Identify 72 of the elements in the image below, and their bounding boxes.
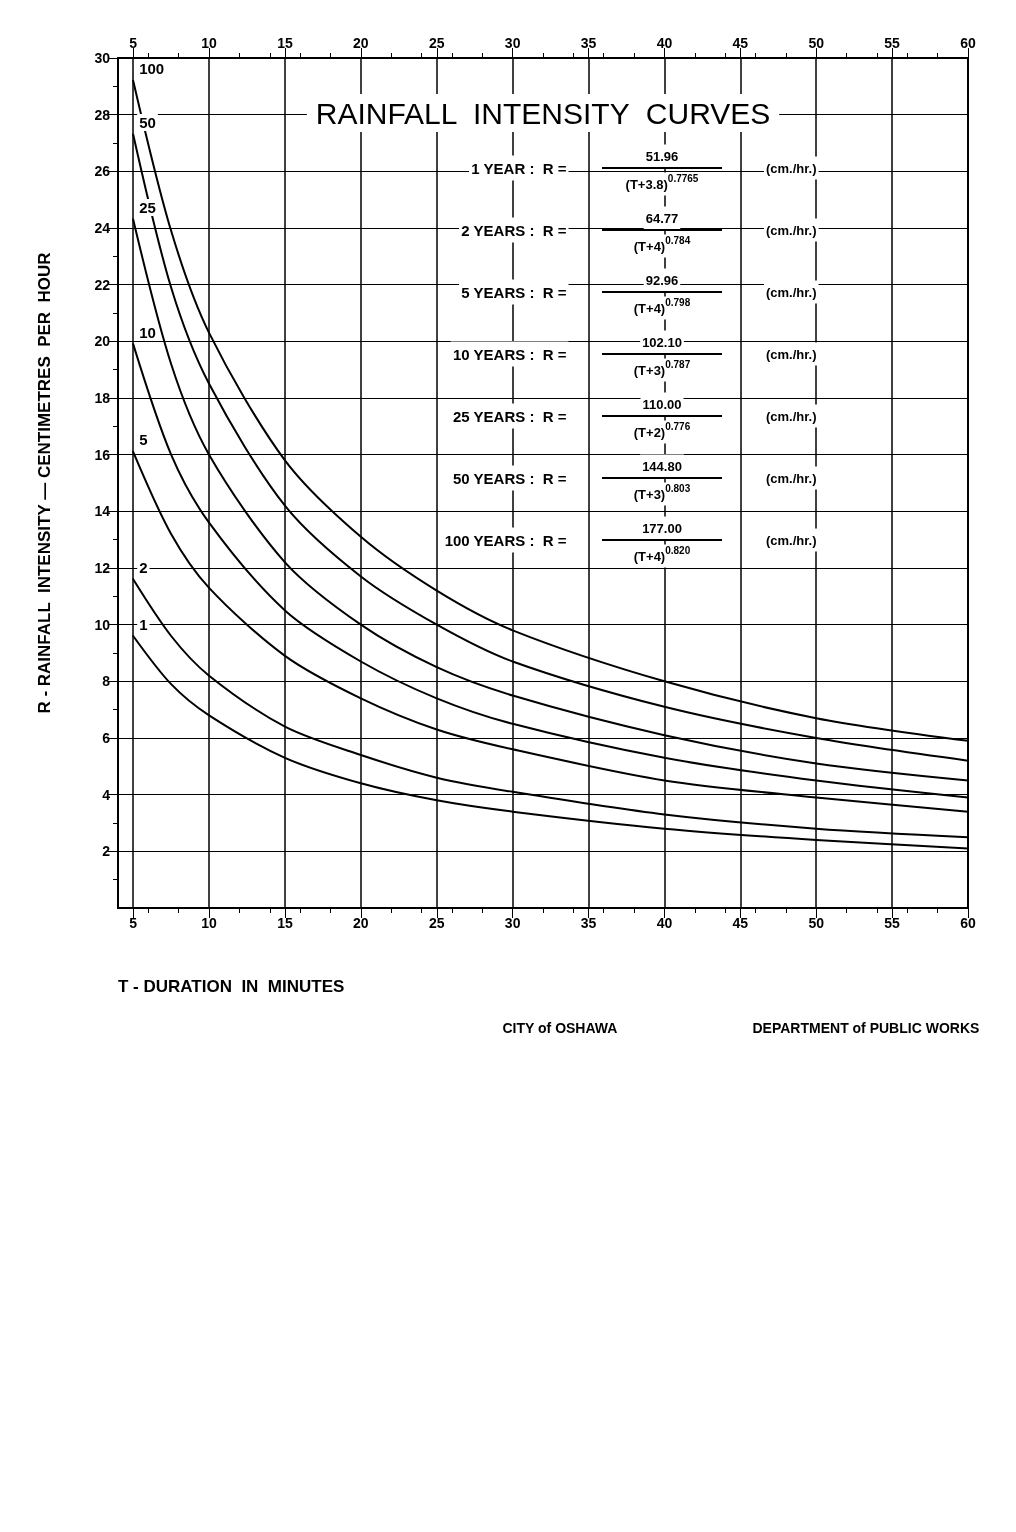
y-tick-label: 22	[94, 276, 111, 293]
annotation: (cm./hr.)	[766, 470, 817, 486]
y-tick-label: 12	[94, 560, 111, 576]
x2-tick-label: 15	[277, 35, 293, 51]
x-tick-label: 30	[504, 915, 521, 931]
series-label: 50	[139, 114, 156, 131]
annotation: 177.00	[642, 520, 682, 536]
x2-tick-label: 45	[732, 35, 749, 51]
annotation: 2 YEARS : R =	[461, 221, 567, 239]
x-tick-label: 45	[732, 915, 749, 931]
y-tick-label: 4	[102, 786, 111, 803]
annotation: 25 YEARS : R =	[452, 407, 567, 425]
y-tick-label: 30	[94, 50, 111, 66]
annotation: 5 YEARS : R =	[461, 283, 567, 301]
x2-tick-label: 30	[504, 35, 521, 51]
annotation: 10 YEARS : R =	[452, 345, 567, 363]
y-tick-label: 14	[94, 503, 111, 520]
annotation: (cm./hr.)	[766, 222, 817, 238]
x-tick-label: 25	[428, 915, 445, 931]
series-label: 5	[139, 431, 148, 449]
annotation: 51.96	[645, 148, 679, 164]
x2-tick-label: 50	[808, 35, 825, 51]
series-label: 2	[139, 558, 148, 576]
y-tick-label: 26	[94, 163, 111, 180]
series-label: 25	[139, 199, 156, 216]
text: RAINFALL INTENSITY CURVES	[315, 96, 771, 130]
x-tick-label: 5	[129, 915, 138, 931]
y-tick-label: 24	[94, 220, 111, 236]
y-tick-label: 18	[94, 390, 111, 406]
x2-tick-label: 5	[129, 35, 138, 51]
x-tick-label: 60	[960, 915, 976, 931]
y-tick-label: 6	[102, 730, 111, 746]
annotation: 110.00	[642, 396, 682, 412]
annotation: (cm./hr.)	[766, 346, 817, 362]
series-label: 100	[139, 60, 165, 78]
x-tick-label: 10	[201, 915, 218, 931]
x2-tick-label: 60	[960, 35, 976, 51]
series-label: 1	[139, 615, 148, 633]
y-tick-label: 8	[102, 673, 111, 690]
text: CITY of OSHAWA	[502, 1020, 618, 1036]
x-tick-label: 55	[884, 915, 901, 931]
x2-tick-label: 55	[884, 35, 901, 51]
y-tick-label: 16	[94, 446, 111, 463]
annotation: (cm./hr.)	[766, 408, 817, 424]
x-tick-label: 40	[656, 915, 673, 931]
x-axis-title: T - DURATION IN MINUTES	[118, 977, 345, 996]
annotation: 92.96	[645, 272, 679, 288]
text: DEPARTMENT of PUBLIC WORKS	[752, 1020, 980, 1036]
annotation: 100 YEARS : R =	[444, 531, 567, 549]
y-tick-label: 28	[94, 106, 111, 123]
y-tick-label: 10	[94, 616, 111, 633]
x2-tick-label: 35	[580, 35, 597, 51]
series-label: 10	[139, 323, 156, 341]
x-tick-label: 15	[277, 915, 293, 931]
annotation: 50 YEARS : R =	[452, 469, 567, 487]
annotation: (cm./hr.)	[766, 160, 817, 176]
annotation: 1 YEAR : R =	[471, 159, 567, 177]
x2-tick-label: 40	[656, 35, 673, 51]
annotation: 144.80	[642, 458, 682, 474]
x-tick-label: 50	[808, 915, 825, 931]
x-tick-label: 35	[580, 915, 597, 931]
annotation: (cm./hr.)	[766, 284, 817, 300]
annotation: 102.10	[642, 334, 682, 350]
x-tick-label: 20	[353, 915, 369, 931]
y-tick-label: 2	[102, 843, 111, 860]
annotation: (cm./hr.)	[766, 532, 817, 548]
y-tick-label: 20	[94, 333, 111, 350]
y-axis-title: R - RAINFALL INTENSITY — CENTIMETRES PER HOUR	[35, 252, 54, 714]
x2-tick-label: 20	[353, 35, 369, 51]
x2-tick-label: 10	[201, 35, 218, 51]
x2-tick-label: 25	[428, 35, 445, 51]
annotation: 64.77	[645, 210, 679, 226]
